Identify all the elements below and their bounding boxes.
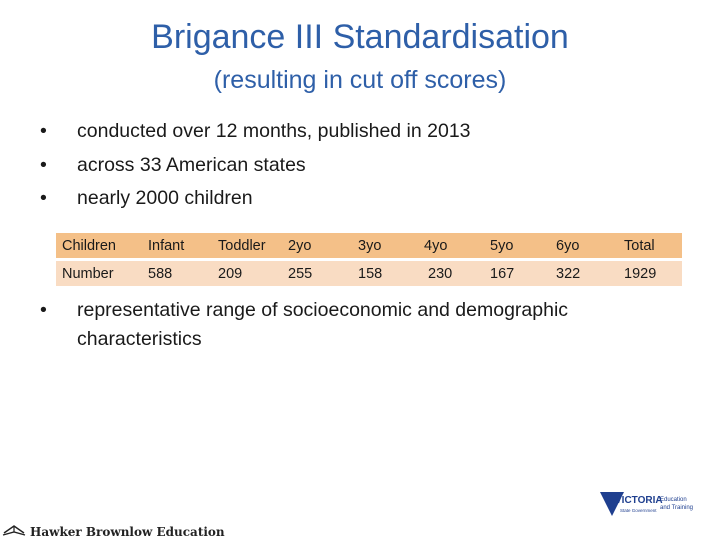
dept-line-1: Education: [660, 497, 687, 503]
bullet-item: • across 33 American states: [40, 149, 471, 183]
bullet-item: • conducted over 12 months, published in …: [40, 115, 471, 149]
bullet-item: • nearly 2000 children: [40, 182, 471, 216]
table-cell: 588: [142, 261, 212, 286]
table-row: Number 588 209 255 158 230 167 322 1929: [56, 261, 682, 286]
book-icon: [2, 523, 26, 540]
slide-title: Brigance III Standardisation: [151, 18, 569, 56]
victoria-wordmark: VICTORIA: [615, 495, 663, 506]
bullet-text: across 33 American states: [77, 153, 306, 176]
publisher-footer: Hawker Brownlow Education: [2, 523, 225, 540]
table-cell: 167: [484, 261, 550, 286]
victoria-logo: VICTORIA State Government Education and …: [598, 488, 708, 522]
table-header-cell: 5yo: [484, 233, 550, 258]
table-header-cell: Children: [56, 233, 142, 258]
table-cell: 230: [418, 261, 484, 286]
table-header-row: Children Infant Toddler 2yo 3yo 4yo 5yo …: [56, 233, 682, 258]
table-cell: Number: [56, 261, 142, 286]
victoria-shield-icon: [600, 492, 624, 516]
table-header-cell: Total: [618, 233, 682, 258]
table-header-cell: Toddler: [212, 233, 282, 258]
bullet-text: conducted over 12 months, published in 2…: [77, 120, 471, 142]
table-cell: 209: [212, 261, 282, 286]
table-header-cell: Infant: [142, 233, 212, 258]
table-cell: 322: [550, 261, 618, 286]
table-header-cell: 3yo: [352, 233, 418, 258]
bullet-text: nearly 2000 children: [77, 187, 253, 209]
children-count-table: Children Infant Toddler 2yo 3yo 4yo 5yo …: [56, 230, 682, 289]
table-header-cell: 4yo: [418, 233, 484, 258]
table-cell: 158: [352, 261, 418, 286]
table-cell: 255: [282, 261, 352, 286]
bullet-text: representative range of socioeconomic an…: [77, 299, 569, 350]
bullet-icon: •: [40, 120, 47, 142]
bullet-item: • representative range of socioeconomic …: [40, 296, 680, 354]
dept-line-2: and Training: [660, 505, 693, 511]
bullet-icon: •: [40, 187, 47, 209]
bullet-icon: •: [40, 299, 47, 321]
table-cell: 1929: [618, 261, 682, 286]
publisher-name: Hawker Brownlow Education: [30, 524, 225, 539]
table-header-cell: 2yo: [282, 233, 352, 258]
slide-subtitle: (resulting in cut off scores): [213, 66, 507, 94]
bullet-icon: •: [40, 153, 47, 176]
bullet-list: • conducted over 12 months, published in …: [40, 115, 471, 216]
victoria-sub: State Government: [620, 508, 657, 513]
table-header-cell: 6yo: [550, 233, 618, 258]
